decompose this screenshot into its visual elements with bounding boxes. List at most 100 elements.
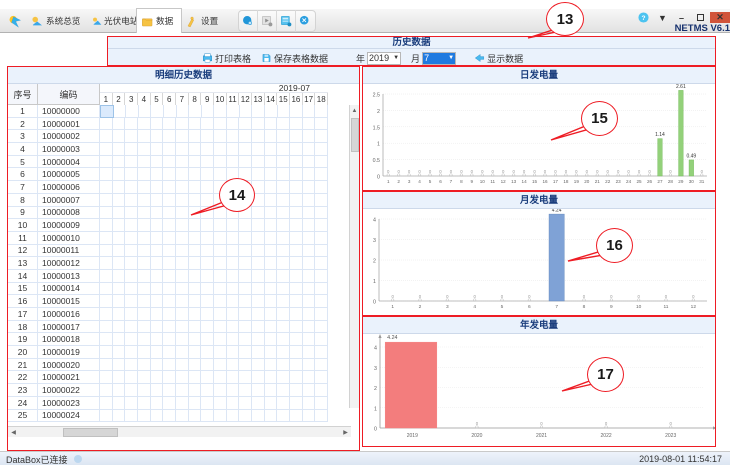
svg-text:2022: 2022	[601, 433, 612, 439]
svg-text:14: 14	[522, 179, 528, 184]
svg-text:4: 4	[374, 346, 377, 352]
svg-text:5: 5	[501, 304, 504, 310]
svg-text:0: 0	[692, 294, 695, 299]
svg-text:0: 0	[450, 169, 453, 174]
svg-text:2: 2	[377, 109, 380, 115]
svg-text:10: 10	[636, 304, 642, 310]
svg-text:0: 0	[617, 169, 620, 174]
svg-text:4: 4	[473, 304, 476, 310]
svg-text:10: 10	[480, 179, 486, 184]
svg-text:0: 0	[419, 294, 422, 299]
svg-text:0: 0	[374, 427, 377, 433]
svg-text:13: 13	[511, 179, 517, 184]
svg-text:19: 19	[574, 179, 580, 184]
svg-text:25: 25	[637, 179, 643, 184]
svg-text:0: 0	[586, 169, 589, 174]
svg-text:2: 2	[374, 386, 377, 392]
svg-text:28: 28	[668, 179, 674, 184]
svg-text:24: 24	[626, 179, 632, 184]
svg-text:0: 0	[492, 169, 495, 174]
svg-text:0: 0	[460, 169, 463, 174]
svg-text:0: 0	[439, 169, 442, 174]
svg-text:17: 17	[553, 179, 559, 184]
svg-text:1: 1	[374, 406, 377, 412]
svg-text:30: 30	[689, 179, 695, 184]
svg-text:0: 0	[408, 169, 411, 174]
svg-text:4: 4	[373, 218, 376, 224]
svg-text:0: 0	[575, 169, 578, 174]
svg-text:7: 7	[450, 179, 453, 184]
svg-text:0: 0	[391, 294, 394, 299]
svg-text:0: 0	[607, 169, 610, 174]
svg-text:0: 0	[387, 169, 390, 174]
svg-text:9: 9	[471, 179, 474, 184]
svg-text:0: 0	[583, 294, 586, 299]
svg-text:21: 21	[595, 179, 601, 184]
svg-text:1: 1	[377, 142, 380, 148]
svg-text:6: 6	[439, 179, 442, 184]
svg-text:0: 0	[476, 421, 479, 426]
svg-text:2: 2	[373, 259, 376, 265]
svg-text:0: 0	[544, 169, 547, 174]
svg-text:0: 0	[429, 169, 432, 174]
svg-text:16: 16	[542, 179, 548, 184]
svg-text:5: 5	[429, 179, 432, 184]
svg-text:0: 0	[670, 421, 673, 426]
svg-text:23: 23	[616, 179, 622, 184]
svg-text:8: 8	[460, 179, 463, 184]
svg-text:0: 0	[669, 169, 672, 174]
svg-text:2: 2	[419, 304, 422, 310]
svg-text:0: 0	[502, 169, 505, 174]
svg-text:0.49: 0.49	[686, 153, 696, 159]
svg-text:0: 0	[481, 169, 484, 174]
svg-text:0: 0	[512, 169, 515, 174]
svg-text:4: 4	[418, 179, 421, 184]
svg-text:0: 0	[610, 294, 613, 299]
svg-text:3: 3	[374, 366, 377, 372]
svg-text:3: 3	[408, 179, 411, 184]
svg-text:0: 0	[446, 294, 449, 299]
svg-text:1.14: 1.14	[655, 132, 665, 138]
svg-text:1: 1	[391, 304, 394, 310]
svg-text:0: 0	[473, 294, 476, 299]
svg-text:0: 0	[637, 294, 640, 299]
svg-text:3: 3	[373, 238, 376, 244]
svg-text:2019: 2019	[407, 433, 418, 439]
svg-text:2023: 2023	[665, 433, 676, 439]
svg-text:20: 20	[584, 179, 590, 184]
svg-text:2021: 2021	[536, 433, 547, 439]
svg-text:26: 26	[647, 179, 653, 184]
svg-text:31: 31	[699, 179, 705, 184]
svg-text:4.24: 4.24	[387, 335, 397, 341]
svg-text:0: 0	[648, 169, 651, 174]
svg-text:7: 7	[555, 304, 558, 310]
svg-text:6: 6	[528, 304, 531, 310]
svg-text:?: ?	[641, 15, 645, 22]
svg-text:0: 0	[528, 294, 531, 299]
svg-text:0: 0	[471, 169, 474, 174]
svg-text:11: 11	[664, 304, 669, 310]
svg-text:2.5: 2.5	[373, 93, 380, 99]
svg-text:11: 11	[490, 179, 495, 184]
svg-text:15: 15	[532, 179, 538, 184]
svg-text:0: 0	[701, 169, 704, 174]
svg-text:0: 0	[418, 169, 421, 174]
svg-text:0: 0	[501, 294, 504, 299]
svg-text:27: 27	[657, 179, 663, 184]
svg-text:0: 0	[540, 421, 543, 426]
svg-text:0: 0	[377, 175, 380, 181]
svg-text:0: 0	[554, 169, 557, 174]
svg-text:2.61: 2.61	[676, 84, 686, 90]
svg-text:9: 9	[610, 304, 613, 310]
svg-text:0: 0	[533, 169, 536, 174]
svg-text:8: 8	[583, 304, 586, 310]
svg-text:12: 12	[691, 304, 697, 310]
svg-text:1: 1	[373, 279, 376, 285]
svg-text:18: 18	[563, 179, 569, 184]
svg-text:0: 0	[565, 169, 568, 174]
svg-text:1: 1	[387, 179, 390, 184]
svg-text:22: 22	[605, 179, 611, 184]
svg-text:3: 3	[446, 304, 449, 310]
svg-text:0: 0	[373, 300, 376, 306]
svg-text:0.5: 0.5	[373, 158, 380, 164]
